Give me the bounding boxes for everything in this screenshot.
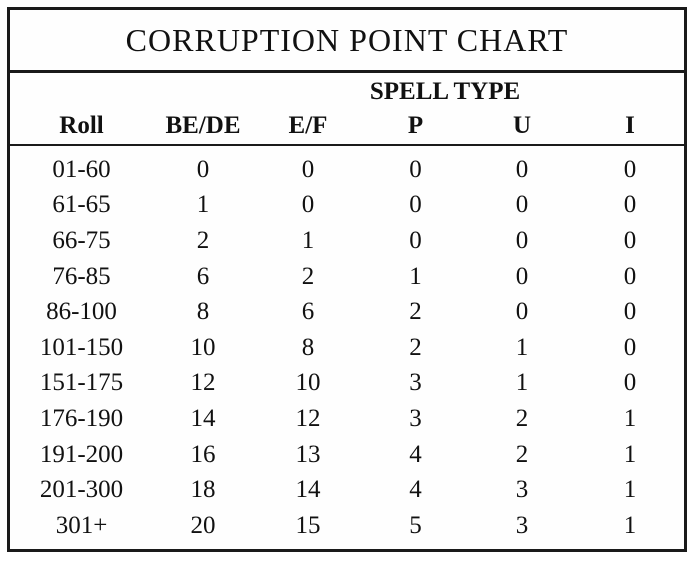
- value-cell: 0: [409, 191, 422, 219]
- value-cell: 0: [196, 155, 210, 183]
- roll-cell: 61-65: [52, 191, 111, 219]
- value-cell: 8: [301, 333, 315, 361]
- table-row: 01-60 0 0 0 0 0: [10, 145, 684, 188]
- roll-cell: 66-75: [52, 226, 111, 254]
- value-cell: 0: [515, 298, 529, 326]
- value-cell: 1: [623, 404, 637, 432]
- value-cell: 16: [190, 440, 216, 468]
- value-cell: 0: [623, 155, 637, 183]
- value-cell: 1: [623, 511, 637, 539]
- title-bar: Corruption Point Chart: [10, 10, 684, 73]
- value-cell: 0: [515, 226, 529, 254]
- header-row: Roll BE/DE E/F P U I: [10, 108, 684, 146]
- value-cell: 10: [190, 333, 216, 361]
- corruption-table: Roll BE/DE E/F P U I 01-60 0 0 0 0 0 61-65 1 0 0 0…: [10, 108, 684, 544]
- value-cell: 0: [623, 191, 637, 219]
- value-cell: 3: [409, 369, 422, 397]
- chart-title: Corruption Point Chart: [125, 21, 569, 58]
- roll-cell: 101-150: [39, 333, 124, 361]
- value-cell: 1: [623, 440, 637, 468]
- value-cell: 1: [409, 262, 422, 290]
- value-cell: 4: [409, 476, 422, 504]
- roll-cell: 191-200: [39, 440, 124, 468]
- value-cell: 0: [301, 191, 315, 219]
- roll-cell: 301+: [55, 511, 108, 539]
- column-header-roll: Roll: [10, 108, 153, 146]
- roll-cell: 176-190: [39, 404, 124, 432]
- column-header-p: P: [363, 108, 468, 146]
- value-cell: 14: [190, 404, 216, 432]
- value-cell: 0: [623, 298, 637, 326]
- roll-cell: 151-175: [39, 369, 124, 397]
- roll-cell: 201-300: [39, 476, 124, 504]
- table-row: 301+ 20 15 5 3 1: [10, 508, 684, 544]
- value-cell: 12: [190, 369, 216, 397]
- value-cell: 8: [196, 298, 210, 326]
- spell-type-header: SPELL TYPE: [369, 78, 521, 105]
- value-cell: 2: [515, 440, 529, 468]
- table-row: 191-200 16 13 4 2 1: [10, 437, 684, 473]
- value-cell: 0: [515, 155, 529, 183]
- value-cell: 2: [301, 262, 315, 290]
- value-cell: 6: [196, 262, 210, 290]
- chart-frame: Corruption Point Chart SPELL TYPE Roll B…: [7, 7, 687, 552]
- value-cell: 10: [295, 369, 321, 397]
- value-cell: 12: [295, 404, 321, 432]
- value-cell: 1: [515, 369, 529, 397]
- roll-cell: 76-85: [52, 262, 111, 290]
- value-cell: 20: [190, 511, 216, 539]
- column-header-be-de: BE/DE: [153, 108, 253, 146]
- table-row: 151-175 12 10 3 1 0: [10, 366, 684, 402]
- value-cell: 2: [409, 298, 422, 326]
- value-cell: 13: [295, 440, 321, 468]
- value-cell: 14: [295, 476, 321, 504]
- value-cell: 1: [196, 191, 210, 219]
- value-cell: 1: [515, 333, 529, 361]
- roll-cell: 86-100: [46, 298, 117, 326]
- value-cell: 0: [515, 191, 529, 219]
- value-cell: 0: [409, 226, 422, 254]
- value-cell: 0: [515, 262, 529, 290]
- value-cell: 3: [515, 476, 529, 504]
- table-row: 61-65 1 0 0 0 0: [10, 188, 684, 224]
- value-cell: 3: [409, 404, 422, 432]
- column-header-e-f: E/F: [253, 108, 363, 146]
- value-cell: 3: [515, 511, 529, 539]
- value-cell: 0: [623, 226, 637, 254]
- value-cell: 0: [623, 333, 637, 361]
- table-row: 76-85 6 2 1 0 0: [10, 259, 684, 295]
- value-cell: 0: [409, 155, 422, 183]
- column-header-u: U: [468, 108, 576, 146]
- value-cell: 1: [301, 226, 315, 254]
- value-cell: 2: [409, 333, 422, 361]
- value-cell: 5: [409, 511, 422, 539]
- table-row: 86-100 8 6 2 0 0: [10, 294, 684, 330]
- value-cell: 2: [196, 226, 210, 254]
- value-cell: 0: [623, 369, 637, 397]
- value-cell: 2: [515, 404, 529, 432]
- value-cell: 4: [409, 440, 422, 468]
- value-cell: 1: [623, 476, 637, 504]
- value-cell: 0: [301, 155, 315, 183]
- table-row: 101-150 10 8 2 1 0: [10, 330, 684, 366]
- roll-cell: 01-60: [52, 155, 111, 183]
- value-cell: 6: [301, 298, 315, 326]
- table-row: 201-300 18 14 4 3 1: [10, 472, 684, 508]
- table-body: 01-60 0 0 0 0 0 61-65 1 0 0 0 0 66-75 2 1 0 0 0 76-85 6 2 1 0 0…: [10, 145, 684, 544]
- value-cell: 18: [190, 476, 216, 504]
- value-cell: 0: [623, 262, 637, 290]
- value-cell: 15: [295, 511, 321, 539]
- table-row: 176-190 14 12 3 2 1: [10, 401, 684, 437]
- column-header-i: I: [576, 108, 684, 146]
- table-row: 66-75 2 1 0 0 0: [10, 223, 684, 259]
